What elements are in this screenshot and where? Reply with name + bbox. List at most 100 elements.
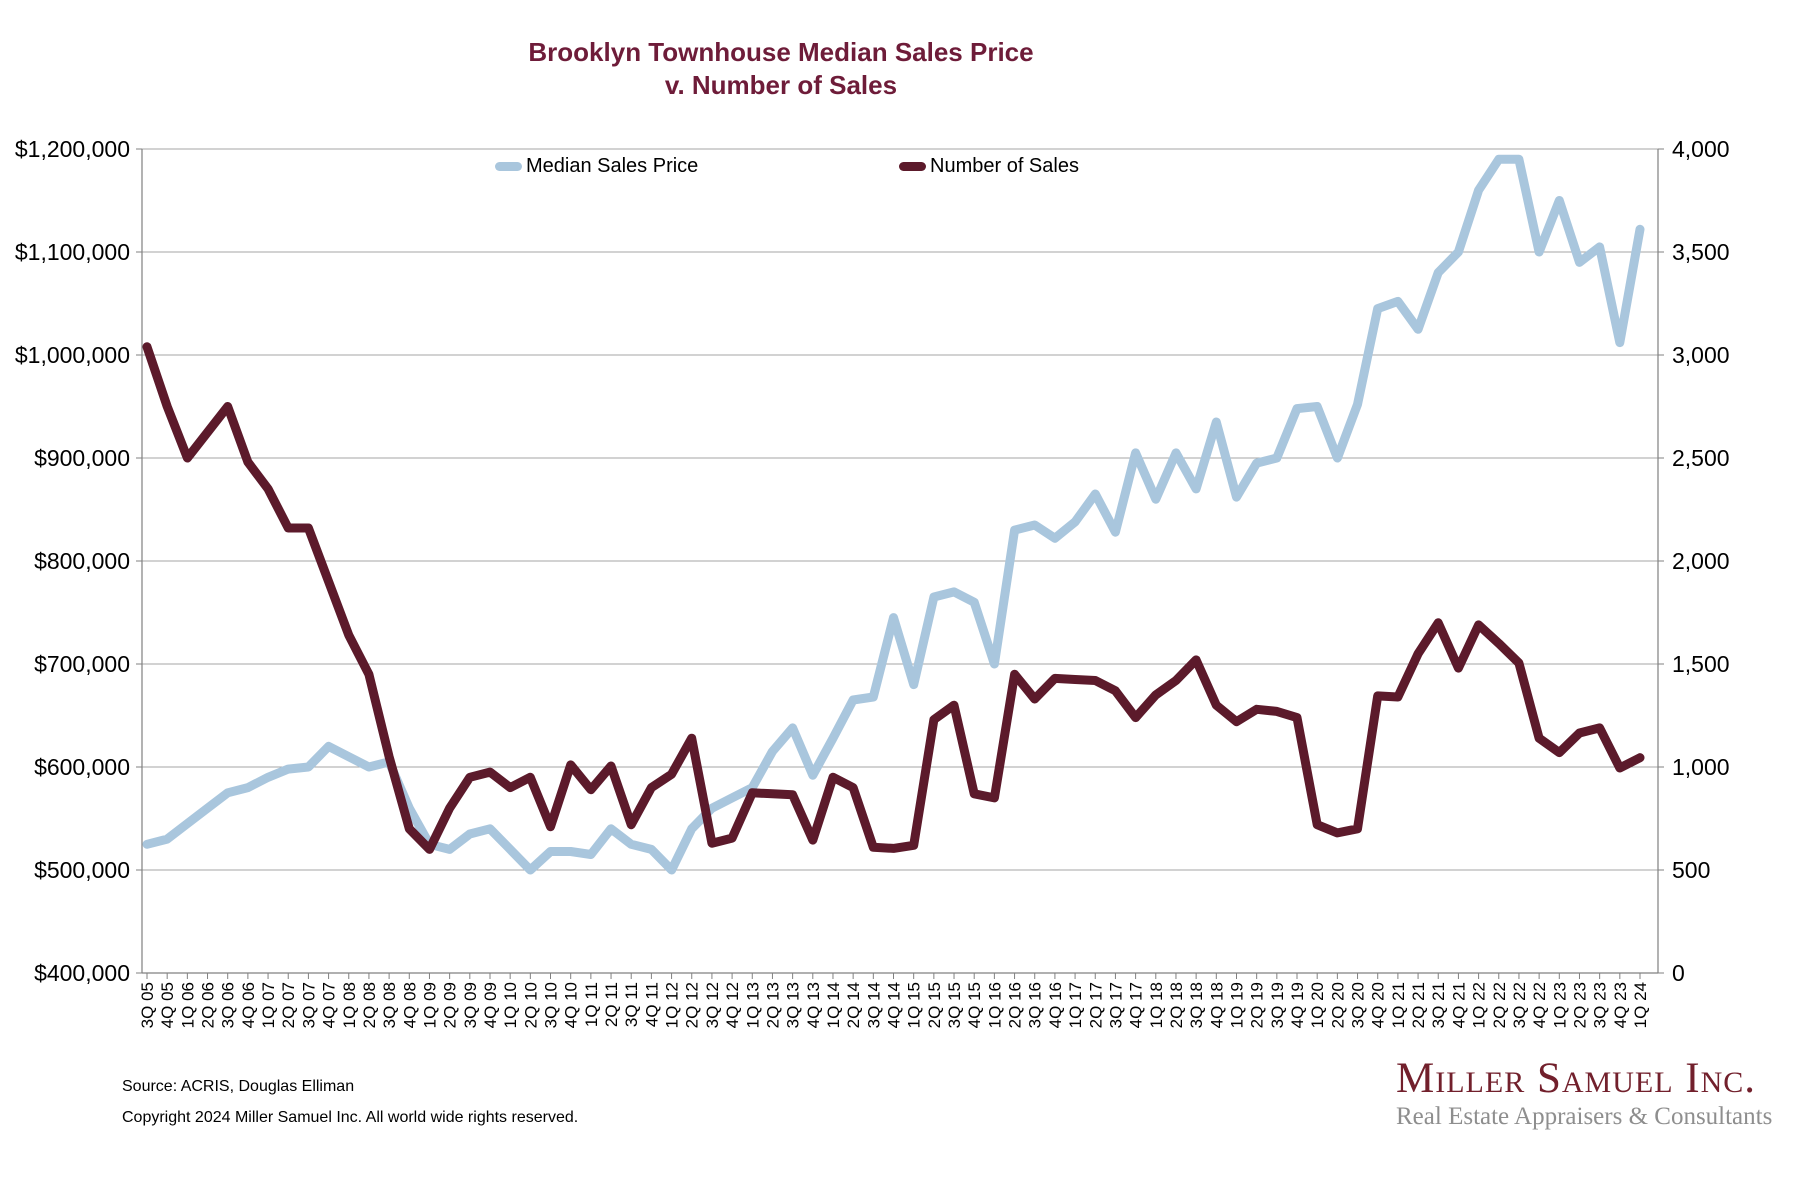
- x-axis-label: 3Q 13: [784, 982, 803, 1028]
- left-axis-label: $1,100,000: [15, 239, 130, 265]
- right-axis-label: 2,500: [1672, 445, 1730, 471]
- x-axis-label: 1Q 19: [1227, 982, 1246, 1028]
- x-axis-label: 1Q 22: [1470, 982, 1489, 1028]
- x-axis-label: 1Q 12: [663, 982, 682, 1028]
- x-axis-label: 1Q 24: [1631, 982, 1650, 1028]
- source-note: Source: ACRIS, Douglas Elliman: [122, 1078, 355, 1095]
- x-axis-label: 3Q 17: [1106, 982, 1125, 1028]
- right-axis-label: 3,000: [1672, 342, 1730, 368]
- x-axis-label: 2Q 12: [683, 982, 702, 1028]
- x-axis-label: 2Q 11: [602, 982, 621, 1027]
- x-axis-label: 4Q 18: [1207, 982, 1226, 1028]
- x-axis-label: 1Q 16: [985, 982, 1004, 1028]
- x-axis-label: 3Q 12: [703, 982, 722, 1028]
- x-axis-label: 2Q 19: [1248, 982, 1267, 1028]
- x-axis-label: 1Q 17: [1066, 982, 1085, 1028]
- legend-label-sales: Number of Sales: [930, 154, 1079, 177]
- x-axis-label: 4Q 11: [642, 982, 661, 1027]
- miller-samuel-logo: Miller Samuel Inc. Real Estate Appraiser…: [1396, 1055, 1773, 1132]
- x-axis-label: 3Q 18: [1187, 982, 1206, 1028]
- x-axis-label: 2Q 16: [1006, 982, 1025, 1028]
- x-axis-label: 1Q 20: [1308, 982, 1327, 1028]
- x-axis-label: 1Q 11: [582, 982, 601, 1027]
- x-axis-label: 1Q 09: [420, 982, 439, 1028]
- x-axis-label: 2Q 17: [1086, 982, 1105, 1028]
- right-axis-label: 0: [1672, 960, 1685, 986]
- x-axis-label: 4Q 05: [158, 982, 177, 1028]
- x-axis-label: 3Q 08: [380, 982, 399, 1028]
- x-axis-label: 2Q 14: [844, 982, 863, 1028]
- x-axis-label: 4Q 14: [885, 982, 904, 1028]
- logo-company-name: Miller Samuel Inc.: [1396, 1055, 1757, 1102]
- x-axis-label: 2Q 21: [1409, 982, 1428, 1028]
- x-axis-label: 4Q 06: [239, 982, 258, 1028]
- x-axis-label: 2Q 15: [925, 982, 944, 1028]
- right-axis-label: 4,000: [1672, 136, 1730, 162]
- x-axis-label: 3Q 06: [219, 982, 238, 1028]
- number-of-sales-line: [142, 342, 1645, 854]
- left-axis-label: $600,000: [34, 754, 130, 780]
- x-axis-label: 3Q 15: [945, 982, 964, 1028]
- x-axis-label: 1Q 08: [340, 982, 359, 1028]
- x-axis-label: 4Q 22: [1530, 982, 1549, 1028]
- x-axis-label: 4Q 09: [481, 982, 500, 1028]
- x-axis-label: 1Q 18: [1147, 982, 1166, 1028]
- x-axis-label: 4Q 13: [804, 982, 823, 1028]
- median-sales-price-line: [142, 154, 1645, 875]
- left-axis-label: $1,000,000: [15, 342, 130, 368]
- x-axis-label: 3Q 10: [542, 982, 561, 1028]
- right-axis-label: 500: [1672, 857, 1710, 883]
- x-axis-label: 3Q 20: [1349, 982, 1368, 1028]
- page-title: Brooklyn Townhouse Median Sales Price v.…: [0, 36, 1562, 102]
- left-axis-label: $800,000: [34, 548, 130, 574]
- x-axis-label: 4Q 19: [1288, 982, 1307, 1028]
- x-axis-label: 1Q 15: [905, 982, 924, 1028]
- x-axis-label: 4Q 16: [1046, 982, 1065, 1028]
- x-axis-label: 3Q 07: [299, 982, 318, 1028]
- left-axis-label: $1,200,000: [15, 136, 130, 162]
- chart-canvas: $1,200,000 4,000 $1,100,000 3,500 $1,000,000…: [15, 136, 1730, 1028]
- x-axis-label: 3Q 05: [138, 982, 157, 1028]
- x-axis-label: 4Q 20: [1369, 982, 1388, 1028]
- left-axis-label: $500,000: [34, 857, 130, 883]
- x-axis-label: 3Q 09: [461, 982, 480, 1028]
- x-axis-label: 1Q 21: [1389, 982, 1408, 1028]
- x-axis-label: 2Q 13: [763, 982, 782, 1028]
- x-axis-label: 4Q 07: [320, 982, 339, 1028]
- x-axis-label: 3Q 23: [1591, 982, 1610, 1028]
- x-axis-label: 4Q 17: [1127, 982, 1146, 1028]
- x-axis-label: 4Q 23: [1611, 982, 1630, 1028]
- right-axis-label: 3,500: [1672, 239, 1730, 265]
- x-axis-label: 4Q 21: [1449, 982, 1468, 1028]
- price-line-swatch-icon: [495, 161, 522, 171]
- x-axis-label: 2Q 09: [441, 982, 460, 1028]
- x-axis-label: 2Q 06: [199, 982, 218, 1028]
- left-axis-label: $900,000: [34, 445, 130, 471]
- x-axis-label: 2Q 22: [1490, 982, 1509, 1028]
- x-axis-label: 1Q 07: [259, 982, 278, 1028]
- left-axis-label: $700,000: [34, 651, 130, 677]
- x-axis-label: 4Q 10: [562, 982, 581, 1028]
- x-axis-label: 2Q 07: [279, 982, 298, 1028]
- right-axis-label: 1,000: [1672, 754, 1730, 780]
- title-line-1: Brooklyn Townhouse Median Sales Price: [528, 37, 1034, 67]
- x-axis-label: 2Q 18: [1167, 982, 1186, 1028]
- legend-item-median-sales-price: Median Sales Price: [495, 155, 698, 177]
- x-axis-label: 2Q 10: [521, 982, 540, 1028]
- x-axis-label: 4Q 15: [965, 982, 984, 1028]
- x-axis-label: 1Q 13: [743, 982, 762, 1028]
- x-axis-label: 1Q 06: [178, 982, 197, 1028]
- logo-tagline: Real Estate Appraisers & Consultants: [1396, 1103, 1773, 1130]
- x-axis-label: 3Q 21: [1429, 982, 1448, 1028]
- x-axis-label: 3Q 11: [622, 982, 641, 1027]
- sales-line-swatch-icon: [899, 161, 926, 171]
- title-line-2: v. Number of Sales: [664, 70, 898, 100]
- x-axis-label: 4Q 08: [400, 982, 419, 1028]
- x-axis-label: 2Q 23: [1570, 982, 1589, 1028]
- x-axis-label: 2Q 08: [360, 982, 379, 1028]
- x-axis-label: 3Q 16: [1026, 982, 1045, 1028]
- copyright-note: Copyright 2024 Miller Samuel Inc. All wo…: [122, 1109, 579, 1126]
- left-axis-label: $400,000: [34, 960, 130, 986]
- x-axis-label: 3Q 22: [1510, 982, 1529, 1028]
- right-axis-label: 2,000: [1672, 548, 1730, 574]
